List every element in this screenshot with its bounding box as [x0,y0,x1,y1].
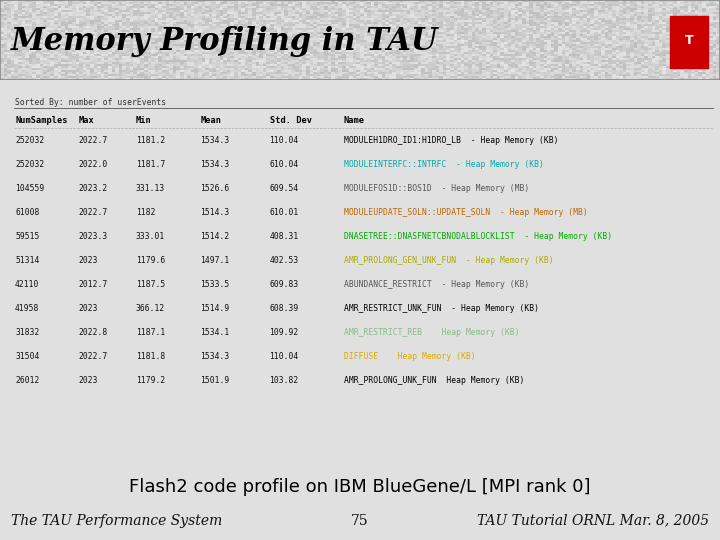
Text: 1534.1: 1534.1 [200,328,230,337]
Text: 610.01: 610.01 [269,208,299,217]
Text: 1514.9: 1514.9 [200,304,230,313]
Text: The TAU Performance System: The TAU Performance System [11,514,222,528]
Text: 331.13: 331.13 [136,184,165,193]
Text: 1501.9: 1501.9 [200,376,230,385]
Text: AMR_PROLONG_GEN_UNK_FUN  - Heap Memory (KB): AMR_PROLONG_GEN_UNK_FUN - Heap Memory (K… [344,256,554,265]
Text: 252032: 252032 [15,160,45,170]
Text: 609.54: 609.54 [269,184,299,193]
Text: 1533.5: 1533.5 [200,280,230,289]
Text: 1187.5: 1187.5 [136,280,165,289]
Text: 1534.3: 1534.3 [200,136,230,145]
Text: MODULEINTERFC::INTRFC  - Heap Memory (KB): MODULEINTERFC::INTRFC - Heap Memory (KB) [344,160,544,170]
Text: 1181.8: 1181.8 [136,352,165,361]
Text: 2022.8: 2022.8 [78,328,108,337]
Text: 2022.7: 2022.7 [78,208,108,217]
Text: 1181.2: 1181.2 [136,136,165,145]
Text: MODULEUPDATE_SOLN::UPDATE_SOLN  - Heap Memory (MB): MODULEUPDATE_SOLN::UPDATE_SOLN - Heap Me… [344,208,588,217]
Text: 1182: 1182 [136,208,156,217]
Text: 402.53: 402.53 [269,256,299,265]
Text: ABUNDANCE_RESTRICT  - Heap Memory (KB): ABUNDANCE_RESTRICT - Heap Memory (KB) [344,280,529,289]
Text: Name: Name [344,116,365,125]
Text: 31504: 31504 [15,352,40,361]
Text: 252032: 252032 [15,136,45,145]
Text: 366.12: 366.12 [136,304,165,313]
Text: 75: 75 [351,514,369,528]
Text: 1514.2: 1514.2 [200,232,230,241]
Text: 1534.3: 1534.3 [200,160,230,170]
Text: DNASETREE::DNASFNETCBNODALBLOCKLIST  - Heap Memory (KB): DNASETREE::DNASFNETCBNODALBLOCKLIST - He… [344,232,612,241]
Text: 109.92: 109.92 [269,328,299,337]
Text: 26012: 26012 [15,376,40,385]
Text: AMR_RESTRICT_REB    Heap Memory (KB): AMR_RESTRICT_REB Heap Memory (KB) [344,328,519,337]
Text: 333.01: 333.01 [136,232,165,241]
Text: 2023: 2023 [78,304,98,313]
Text: AMR_RESTRICT_UNK_FUN  - Heap Memory (KB): AMR_RESTRICT_UNK_FUN - Heap Memory (KB) [344,304,539,313]
Text: 1181.7: 1181.7 [136,160,165,170]
Text: 2022.7: 2022.7 [78,352,108,361]
Text: MODULEH1DRO_ID1:H1DRO_LB  - Heap Memory (KB): MODULEH1DRO_ID1:H1DRO_LB - Heap Memory (… [344,136,558,145]
Text: 51314: 51314 [15,256,40,265]
Text: 104559: 104559 [15,184,45,193]
Text: 2012.7: 2012.7 [78,280,108,289]
Text: 610.04: 610.04 [269,160,299,170]
Text: TAU Tutorial ORNL Mar. 8, 2005: TAU Tutorial ORNL Mar. 8, 2005 [477,514,709,528]
Text: 41958: 41958 [15,304,40,313]
Text: 103.82: 103.82 [269,376,299,385]
Text: DIFFUSE    Heap Memory (KB): DIFFUSE Heap Memory (KB) [344,352,475,361]
Text: 2023.3: 2023.3 [78,232,108,241]
Text: 61008: 61008 [15,208,40,217]
Text: 2022.0: 2022.0 [78,160,108,170]
Text: 1534.3: 1534.3 [200,352,230,361]
Text: 31832: 31832 [15,328,40,337]
Text: 1179.6: 1179.6 [136,256,165,265]
Text: 2023.2: 2023.2 [78,184,108,193]
Text: 1526.6: 1526.6 [200,184,230,193]
Text: 608.39: 608.39 [269,304,299,313]
Text: Memory Profiling in TAU: Memory Profiling in TAU [11,26,438,57]
Text: Min: Min [136,116,152,125]
Text: Std. Dev: Std. Dev [269,116,312,125]
Text: AMR_PROLONG_UNK_FUN  Heap Memory (KB): AMR_PROLONG_UNK_FUN Heap Memory (KB) [344,376,524,385]
Text: 1179.2: 1179.2 [136,376,165,385]
Text: Flash2 code profile on IBM BlueGene/L [MPI rank 0]: Flash2 code profile on IBM BlueGene/L [M… [130,478,590,496]
Text: 1514.3: 1514.3 [200,208,230,217]
Text: NumSamples: NumSamples [15,116,68,125]
Text: 408.31: 408.31 [269,232,299,241]
Text: 609.83: 609.83 [269,280,299,289]
Text: 1187.1: 1187.1 [136,328,165,337]
Text: Mean: Mean [200,116,221,125]
Text: 110.04: 110.04 [269,136,299,145]
Text: T: T [685,35,693,48]
Text: 2023: 2023 [78,376,98,385]
Text: 42110: 42110 [15,280,40,289]
Text: 2022.7: 2022.7 [78,136,108,145]
Text: 2023: 2023 [78,256,98,265]
Text: Max: Max [78,116,94,125]
Text: 110.04: 110.04 [269,352,299,361]
Text: 1497.1: 1497.1 [200,256,230,265]
Text: 59515: 59515 [15,232,40,241]
Text: MODULEFOS1D::BOS1D  - Heap Memory (MB): MODULEFOS1D::BOS1D - Heap Memory (MB) [344,184,529,193]
Text: Sorted By: number of userEvents: Sorted By: number of userEvents [15,98,166,107]
